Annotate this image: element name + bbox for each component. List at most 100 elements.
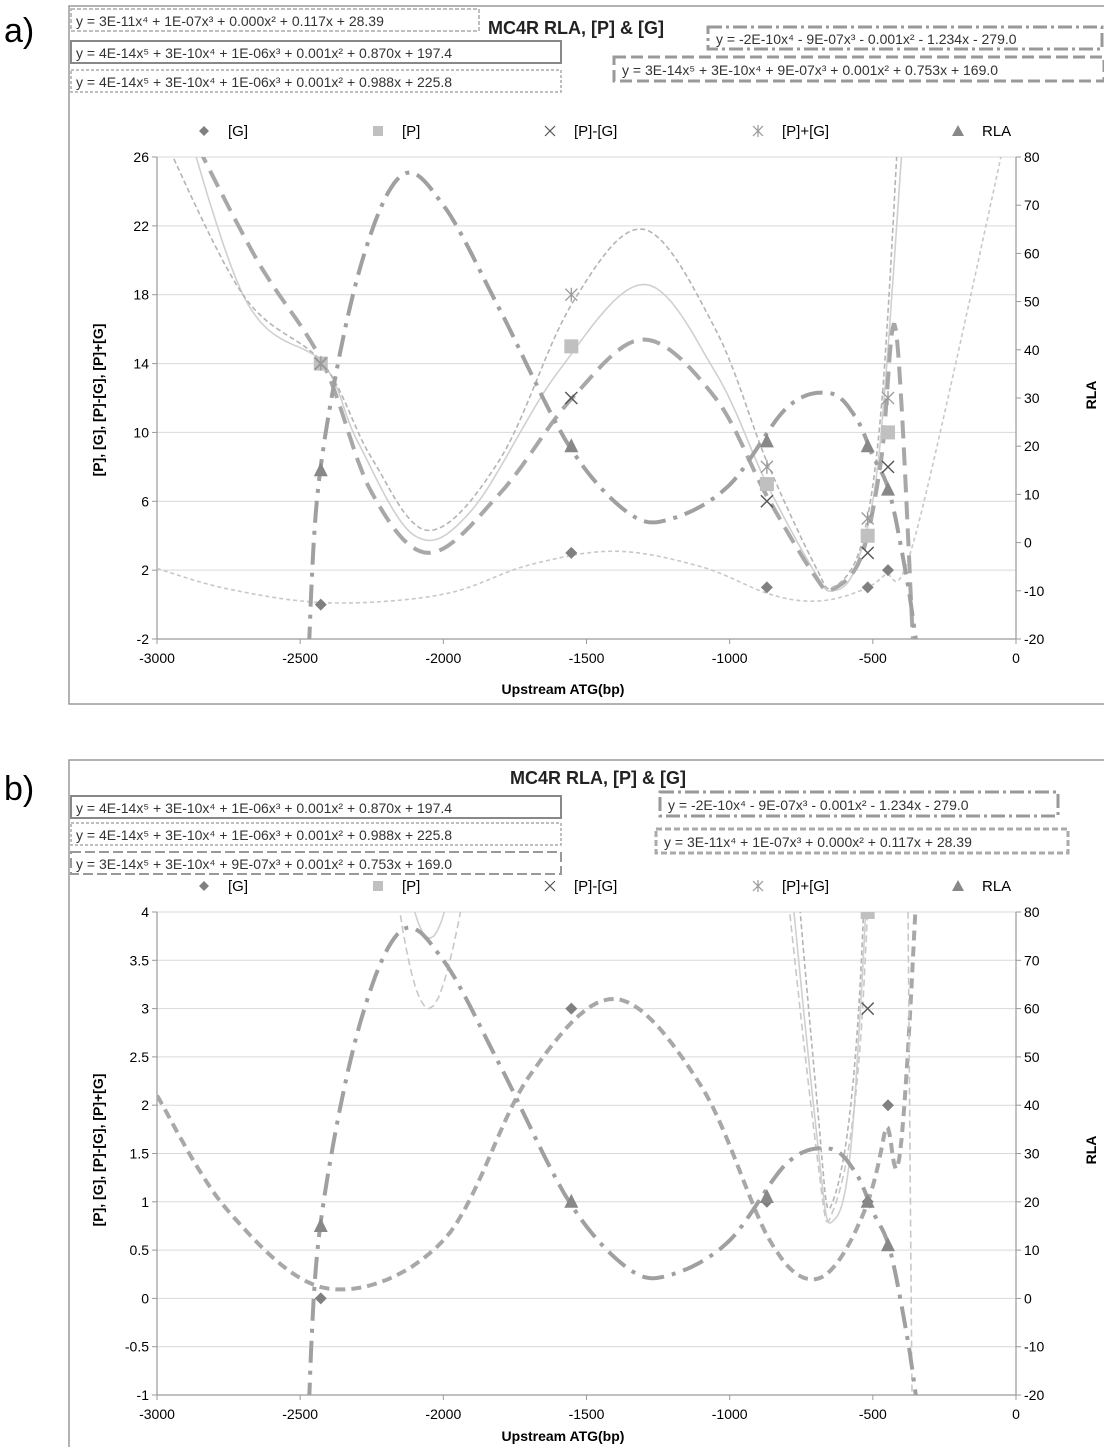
panel-a-eq-box-3 (70, 69, 562, 93)
panel-b-y2-tick-label: 70 (1024, 952, 1040, 968)
panel-a-point-square (759, 477, 774, 492)
panel-b: b) MC4R RLA, [P] & [G] y = 4E-14x⁵ + 3E-… (4, 519, 1104, 1447)
panel-a-eq-2: y = 4E-14x⁵ + 3E-10x⁴ + 1E-06x³ + 0.001x… (76, 45, 452, 61)
panel-a-y2-tick-label: 20 (1024, 438, 1040, 454)
panel-b-y-tick-label: -0.5 (125, 1339, 149, 1355)
panel-a-x-axis-title: Upstream ATG(bp) (502, 681, 625, 697)
panel-b-y2-tick-label: 20 (1024, 1194, 1040, 1210)
panel-a-point-star (760, 459, 774, 474)
panel-b-y2-tick-label: 80 (1024, 904, 1040, 920)
panel-b-point-square (860, 912, 875, 919)
panel-b-y2-tick-label: -10 (1024, 1339, 1044, 1355)
panel-b-legend-label: [P]+[G] (782, 878, 829, 895)
panel-b-y2-tick-label: 60 (1024, 1001, 1040, 1017)
panel-b-point-diamond (314, 1292, 327, 1305)
panel-b-x-axis-title: Upstream ATG(bp) (502, 1428, 625, 1444)
panel-a-point-square (860, 528, 875, 543)
panel-b-y2-axis-title: RLA (1083, 1136, 1099, 1165)
panel-a-y-tick-label: 14 (133, 356, 149, 372)
panel-b-point-diamond (565, 1002, 578, 1015)
panel-a-label: a) (4, 12, 34, 50)
panel-a-x-tick-label: -500 (859, 650, 887, 666)
panel-b-trendlines (157, 912, 918, 1395)
panel-b-y-tick-label: 3.5 (130, 952, 150, 968)
panel-a-y2-tick-label: 0 (1024, 535, 1032, 551)
panel-b-label: b) (4, 770, 34, 808)
panel-a-y-tick-label: 6 (141, 493, 149, 509)
panel-b-trendline-PminusG (399, 912, 913, 1395)
panel-a-point-x (760, 494, 774, 508)
panel-a-eq-box-1 (70, 8, 480, 32)
panel-a-point-square (881, 425, 896, 440)
panel-a-legend-swatch (544, 125, 556, 137)
panel-a-x-tick-label: 0 (1012, 650, 1020, 666)
panel-a-y-tick-label: 18 (133, 287, 149, 303)
panel-b-point-triangle (759, 1188, 774, 1203)
panel-a-legend-swatch (373, 126, 383, 136)
panel-a-eq-box-2 (70, 40, 562, 64)
panel-a-eq-box-5 (612, 55, 1104, 83)
panel-b-y-tick-label: 1.5 (130, 1146, 150, 1162)
panel-b-y-tick-label: 0 (141, 1290, 149, 1306)
panel-a-point-x (881, 460, 895, 474)
panel-a-eq-3: y = 4E-14x⁵ + 3E-10x⁴ + 1E-06x³ + 0.001x… (76, 74, 452, 90)
panel-b-point-triangle (564, 1193, 579, 1208)
panel-b-eq-2: y = 4E-14x⁵ + 3E-10x⁴ + 1E-06x³ + 0.001x… (76, 827, 452, 843)
panel-b-frame (68, 759, 1104, 1447)
panel-a: a) MC4R RLA, [P] & [G] y = 3E-11x⁴ + 1E-… (4, 5, 1104, 705)
panel-a-x-tick-label: -1500 (569, 650, 605, 666)
panel-a-y-tick-label: 22 (133, 218, 149, 234)
panel-a-legend: [G] [P] [P]-[G] [P]+[G] RLA (199, 123, 1011, 140)
panel-a-legend-swatch (752, 125, 764, 137)
panel-a-point-diamond (861, 581, 874, 594)
panel-b-legend-label: [P]-[G] (574, 878, 617, 895)
panel-b-y-tick-label: 2 (141, 1097, 149, 1113)
panel-a-point-star (564, 287, 578, 302)
panel-a-y-axis-title: [P], [G], [P]-[G], [P]+[G] (90, 324, 106, 477)
panel-a-point-triangle (860, 438, 875, 453)
panel-a-legend-label: RLA (982, 123, 1011, 140)
panel-a-y2-tick-label: 40 (1024, 342, 1040, 358)
panel-b-legend-label: RLA (982, 878, 1011, 895)
panel-a-y2-tick-label: 80 (1024, 149, 1040, 165)
panel-a-x-tick-label: -3000 (139, 650, 175, 666)
panel-a-point-triangle (564, 438, 579, 453)
panel-b-y2-tick-label: 10 (1024, 1242, 1040, 1258)
panel-a-point-diamond (565, 546, 578, 559)
panel-a-y-tick-label: 10 (133, 424, 149, 440)
panel-a-x-tick-label: -2000 (425, 650, 461, 666)
panel-b-legend-swatch (752, 880, 764, 892)
panel-b-x-tick-label: -2000 (425, 1406, 461, 1422)
panel-b-y2-tick-label: -20 (1024, 1387, 1044, 1403)
panel-b-legend: [G] [P] [P]-[G] [P]+[G] RLA (199, 878, 1011, 895)
panel-b-y2-tick-label: 0 (1024, 1290, 1032, 1306)
panel-b-point-star (761, 519, 773, 533)
panel-a-legend-label: [P]-[G] (574, 123, 617, 140)
panel-b-trendline-PplusG (799, 912, 865, 1211)
panel-a-y2-tick-label: 50 (1024, 294, 1040, 310)
panel-a-legend-swatch (952, 125, 964, 136)
panel-b-x-tick-label: -1000 (712, 1406, 748, 1422)
panel-a-y-tick-label: 26 (133, 149, 149, 165)
panel-b-y-tick-label: 4 (141, 904, 149, 920)
panel-a-legend-label: [P]+[G] (782, 123, 829, 140)
panel-a-title: MC4R RLA, [P] & [G] (488, 18, 664, 38)
panel-a-trendline-PminusG (200, 157, 915, 639)
panel-a-y2-tick-label: 60 (1024, 245, 1040, 261)
panel-b-y-tick-label: 3 (141, 1001, 149, 1017)
panel-b-y2-tick-label: 50 (1024, 1049, 1040, 1065)
panel-a-eq-1: y = 3E-11x⁴ + 1E-07x³ + 0.000x² + 0.117x… (76, 13, 384, 29)
panel-a-trendline-G (157, 157, 1002, 604)
panel-a-plot: -2261014182226-20-1001020304050607080-30… (133, 123, 1044, 666)
panel-a-trendline-RLA (307, 170, 918, 639)
panel-a-y-tick-label: -2 (137, 631, 150, 647)
panel-b-legend-swatch (373, 881, 383, 891)
panel-a-point-star (861, 511, 875, 526)
panel-b-eq-box-2 (70, 822, 562, 846)
panel-b-point-x (861, 1002, 875, 1016)
panel-b-point-x (761, 713, 773, 725)
panel-b-y2-tick-label: 40 (1024, 1097, 1040, 1113)
panel-a-point-star (314, 356, 328, 371)
panel-b-legend-label: [P] (402, 878, 420, 895)
